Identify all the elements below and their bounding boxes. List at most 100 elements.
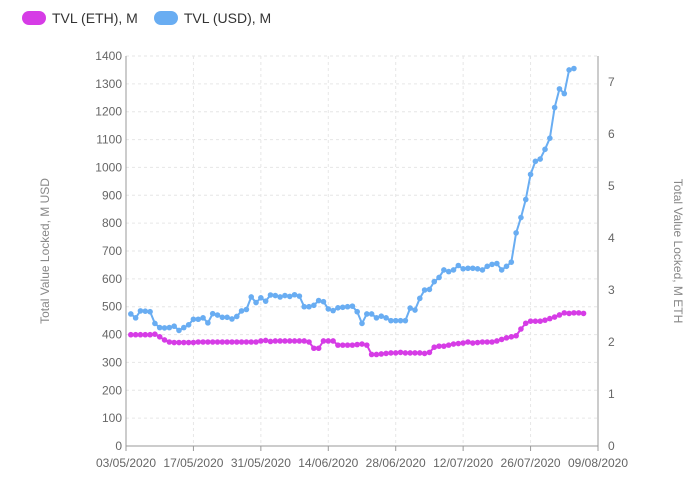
data-point — [407, 350, 413, 356]
data-point — [383, 315, 389, 321]
grid — [125, 55, 599, 447]
data-point — [233, 313, 240, 320]
data-point — [181, 324, 187, 331]
y-left-tick-label: 400 — [102, 328, 122, 342]
series-line — [130, 67, 575, 332]
data-point — [286, 293, 293, 300]
data-point — [421, 350, 428, 357]
data-point — [185, 322, 192, 328]
data-point — [229, 339, 235, 345]
data-point — [286, 338, 293, 344]
data-point — [551, 104, 558, 111]
data-point — [498, 267, 505, 273]
data-point — [320, 298, 327, 305]
x-tick-label: 28/06/2020 — [366, 456, 426, 470]
data-point — [330, 338, 336, 344]
data-point — [243, 306, 250, 313]
data-point — [522, 196, 529, 203]
data-point — [262, 337, 269, 344]
data-point — [301, 303, 308, 310]
data-point — [489, 261, 495, 268]
data-point — [359, 320, 365, 327]
y-left-tick-label: 600 — [102, 272, 122, 286]
data-point — [238, 308, 245, 314]
data-point — [209, 310, 216, 317]
legend-swatch-usd — [153, 11, 178, 25]
data-point — [522, 320, 529, 327]
data-point — [547, 315, 553, 322]
data-point — [152, 331, 158, 338]
data-point — [566, 67, 572, 73]
legend-item-usd[interactable]: TVL (USD), M — [153, 10, 271, 26]
data-point — [339, 304, 346, 311]
data-point — [402, 350, 409, 356]
data-point — [561, 90, 568, 97]
data-point — [513, 332, 519, 339]
legend: TVL (ETH), M TVL (USD), M — [22, 10, 271, 26]
data-point — [571, 310, 577, 316]
data-point — [547, 135, 553, 141]
data-point — [532, 318, 539, 325]
data-point — [571, 65, 577, 72]
data-point — [508, 259, 515, 265]
data-point — [195, 339, 202, 345]
data-point — [450, 267, 457, 273]
data-point — [344, 342, 351, 348]
series-group — [128, 65, 587, 358]
legend-item-eth[interactable]: TVL (ETH), M — [22, 10, 138, 26]
data-point — [469, 340, 476, 346]
data-point — [282, 338, 288, 344]
data-point — [195, 316, 202, 323]
data-point — [147, 308, 153, 315]
data-point — [445, 342, 452, 348]
data-point — [407, 305, 413, 311]
data-point — [551, 314, 558, 320]
data-point — [503, 335, 510, 341]
y-axis-left-title: Total Value Locked, M USD — [38, 178, 52, 324]
data-point — [354, 341, 360, 348]
y-right-tick-label: 7 — [608, 75, 615, 89]
y-left-tick-label: 1000 — [95, 160, 122, 174]
y-left-tick-label: 500 — [102, 300, 122, 314]
data-point — [214, 339, 221, 345]
data-point — [580, 310, 587, 317]
y-left-tick-label: 1400 — [95, 49, 122, 63]
data-point — [233, 339, 240, 345]
y-left-tick-label: 800 — [102, 216, 122, 230]
data-point — [128, 331, 134, 338]
data-point — [224, 314, 230, 321]
data-point — [474, 266, 481, 272]
x-tick-label: 14/06/2020 — [298, 456, 358, 470]
data-point — [267, 292, 274, 298]
data-point — [484, 263, 491, 270]
data-point — [296, 293, 303, 299]
data-point — [431, 344, 438, 351]
data-point — [460, 340, 466, 346]
data-point — [161, 337, 168, 343]
y-right-tick-label: 5 — [608, 179, 615, 193]
data-point — [421, 287, 428, 293]
data-point — [364, 311, 370, 317]
data-point — [349, 342, 356, 348]
data-point — [441, 267, 447, 273]
data-point — [335, 342, 341, 348]
y-left-tick-label: 0 — [115, 439, 122, 453]
y-left-tick-label: 200 — [102, 383, 122, 397]
data-point — [426, 349, 433, 356]
data-point — [262, 298, 269, 304]
data-point — [315, 297, 322, 304]
data-point — [474, 339, 481, 346]
data-point — [508, 334, 515, 340]
series-usd — [128, 65, 577, 334]
data-point — [354, 308, 360, 315]
data-point — [368, 351, 375, 358]
y-right-tick-label: 2 — [608, 335, 615, 349]
y-left-tick-label: 300 — [102, 355, 122, 369]
data-point — [455, 340, 462, 347]
data-point — [176, 339, 182, 346]
data-point — [335, 305, 341, 311]
data-point — [556, 86, 563, 92]
data-point — [147, 331, 153, 338]
data-point — [575, 310, 582, 316]
